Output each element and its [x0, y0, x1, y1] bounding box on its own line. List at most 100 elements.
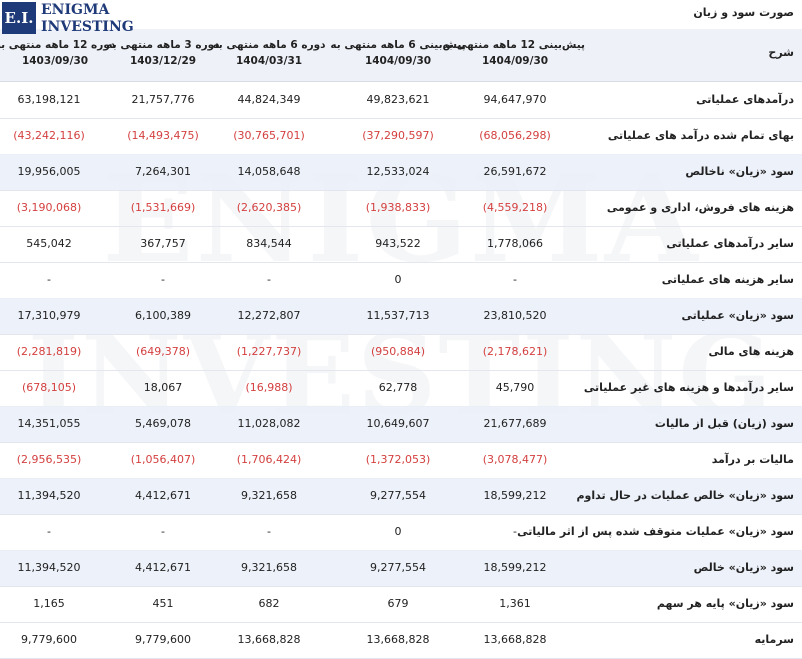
table-cell: 682: [258, 597, 280, 610]
table-cell: 4,412,671: [135, 561, 191, 574]
table-cell: 6,100,389: [135, 309, 191, 322]
table-row: بهای تمام شده درآمد های عملیاتی (68,056,2…: [0, 118, 802, 155]
table-cell: (2,620,385): [236, 201, 302, 214]
column-header-4: دوره 3 ماهه منتهی به 1403/12/29: [98, 37, 228, 69]
logo-line-2: INVESTING: [41, 19, 134, 35]
row-label: سایر درآمدها و هزینه های غیر عملیاتی: [583, 381, 794, 394]
table-cell: 18,599,212: [483, 489, 547, 502]
table-row: سود «زیان» ناخالص 26,591,672 12,533,024 14,…: [0, 154, 802, 191]
table-row: مالیات بر درآمد (3,078,477) (1,372,053) (1,…: [0, 442, 802, 479]
table-cell: (4,559,218): [482, 201, 548, 214]
table-cell: 12,272,807: [237, 309, 301, 322]
table-cell: 10,649,607: [366, 417, 430, 430]
table-cell: 7,264,301: [135, 165, 191, 178]
table-cell: 4,412,671: [135, 489, 191, 502]
table-cell: 49,823,621: [366, 93, 430, 106]
table-cell: 11,537,713: [366, 309, 430, 322]
table-cell: (1,706,424): [236, 453, 302, 466]
table-cell: 1,778,066: [487, 237, 543, 250]
table-cell: 1,165: [33, 597, 65, 610]
row-label: سایر هزینه های عملیاتی: [661, 273, 794, 286]
table-cell: (14,493,475): [127, 129, 199, 142]
table-cell: 9,277,554: [370, 489, 426, 502]
table-cell: 63,198,121: [17, 93, 81, 106]
column-header-date: 1403/12/29: [129, 55, 197, 67]
column-header-date: 1403/09/30: [21, 55, 89, 67]
row-label: هزینه های مالی: [708, 345, 794, 358]
row-label: سود «زیان» عملیاتی: [681, 309, 794, 322]
row-label: سود «زیان» خالص: [693, 561, 794, 574]
column-header-5: دوره 12 ماهه منتهی به 1403/09/30: [0, 37, 116, 69]
table-cell: -: [161, 525, 165, 538]
table-row: سود «زیان» عملیات متوقف شده پس از اثر ما…: [0, 514, 802, 551]
table-cell: (16,988): [245, 381, 293, 394]
row-label: سود (زیان) قبل از مالیات: [654, 417, 794, 430]
table-row: سایر درآمدها و هزینه های غیر عملیاتی 45,7…: [0, 370, 802, 407]
table-cell: 19,956,005: [17, 165, 81, 178]
table-row: سرمایه 13,668,828 13,668,828 13,668,828 9,77…: [0, 622, 802, 659]
table-cell: 367,757: [140, 237, 186, 250]
table-cell: 5,469,078: [135, 417, 191, 430]
row-label: هزینه های فروش، اداری و عمومی: [606, 201, 794, 214]
table-cell: 13,668,828: [483, 633, 547, 646]
table-cell: 17,310,979: [17, 309, 81, 322]
row-label: مالیات بر درآمد: [711, 453, 794, 466]
table-cell: 1,361: [499, 597, 531, 610]
table-cell: 9,779,600: [21, 633, 77, 646]
page-title: صورت سود و زیان: [693, 6, 794, 19]
table-row: درآمدهای عملیاتی 94,647,970 49,823,621 44,8…: [0, 82, 802, 119]
table-cell: -: [267, 273, 271, 286]
logo-line-1: ENIGMA: [41, 2, 110, 18]
row-label: سود «زیان» پایه هر سهم: [656, 597, 794, 610]
row-label: سایر درآمدهای عملیاتی: [666, 237, 794, 250]
table-cell: 0: [394, 273, 402, 286]
table-cell: 545,042: [26, 237, 72, 250]
row-label: بهای تمام شده درآمد های عملیاتی: [607, 129, 794, 142]
column-header-title: دوره 6 ماهه منتهی به: [212, 39, 326, 51]
table-cell: 834,544: [246, 237, 292, 250]
table-cell: (68,056,298): [479, 129, 551, 142]
table-cell: 18,599,212: [483, 561, 547, 574]
table-row: سایر درآمدهای عملیاتی 1,778,066 943,522 834…: [0, 226, 802, 263]
table-cell: 11,394,520: [17, 489, 81, 502]
table-cell: 9,779,600: [135, 633, 191, 646]
table-cell: 14,351,055: [17, 417, 81, 430]
table-cell: (1,372,053): [365, 453, 431, 466]
table-cell: (30,765,701): [233, 129, 305, 142]
column-header-title: دوره 3 ماهه منتهی به: [106, 39, 220, 51]
row-label: سرمایه: [754, 633, 794, 646]
table-cell: (2,178,621): [482, 345, 548, 358]
table-cell: 943,522: [375, 237, 421, 250]
table-cell: 18,067: [143, 381, 183, 394]
table-row: سود «زیان» پایه هر سهم 1,361 679 682 451 1,16…: [0, 586, 802, 623]
table-cell: (2,956,535): [16, 453, 82, 466]
table-cell: (3,078,477): [482, 453, 548, 466]
row-label: سود «زیان» خالص عملیات در حال تداوم: [576, 489, 794, 502]
table-cell: (649,378): [135, 345, 191, 358]
table-cell: (1,531,669): [130, 201, 196, 214]
table-cell: (3,190,068): [16, 201, 82, 214]
table-header: پیش‌بینی 12 ماهه منتهی به 1404/09/30 پیش…: [0, 29, 802, 82]
table-row: هزینه های فروش، اداری و عمومی (4,559,218)…: [0, 190, 802, 227]
table-row: سود «زیان» عملیاتی 23,810,520 11,537,713 12…: [0, 298, 802, 335]
table-row: سود (زیان) قبل از مالیات 21,677,689 10,649…: [0, 406, 802, 443]
table-row: سایر هزینه های عملیاتی - 0 - - -: [0, 262, 802, 299]
table-row: سود «زیان» خالص عملیات در حال تداوم 18,59…: [0, 478, 802, 515]
column-header-date: 1404/03/31: [235, 55, 303, 67]
column-header-date: 1404/09/30: [481, 55, 549, 67]
table-cell: -: [47, 525, 51, 538]
table-cell: -: [513, 273, 517, 286]
logo: E.I. ENIGMA INVESTING: [0, 0, 134, 38]
column-header-3: دوره 6 ماهه منتهی به 1404/03/31: [199, 37, 339, 69]
column-header-2: پیش‌بینی 6 ماهه منتهی به 1404/09/30: [328, 37, 468, 69]
table-row: هزینه های مالی (2,178,621) (950,884) (1,227…: [0, 334, 802, 371]
table-cell: 13,668,828: [237, 633, 301, 646]
table-cell: -: [161, 273, 165, 286]
table-cell: 14,058,648: [237, 165, 301, 178]
column-header-date: 1404/09/30: [364, 55, 432, 67]
column-header-1: پیش‌بینی 12 ماهه منتهی به 1404/09/30: [443, 37, 586, 69]
table-cell: (678,105): [21, 381, 77, 394]
table-cell: 45,790: [495, 381, 535, 394]
row-label: سود «زیان» ناخالص: [685, 165, 794, 178]
table-cell: -: [267, 525, 271, 538]
